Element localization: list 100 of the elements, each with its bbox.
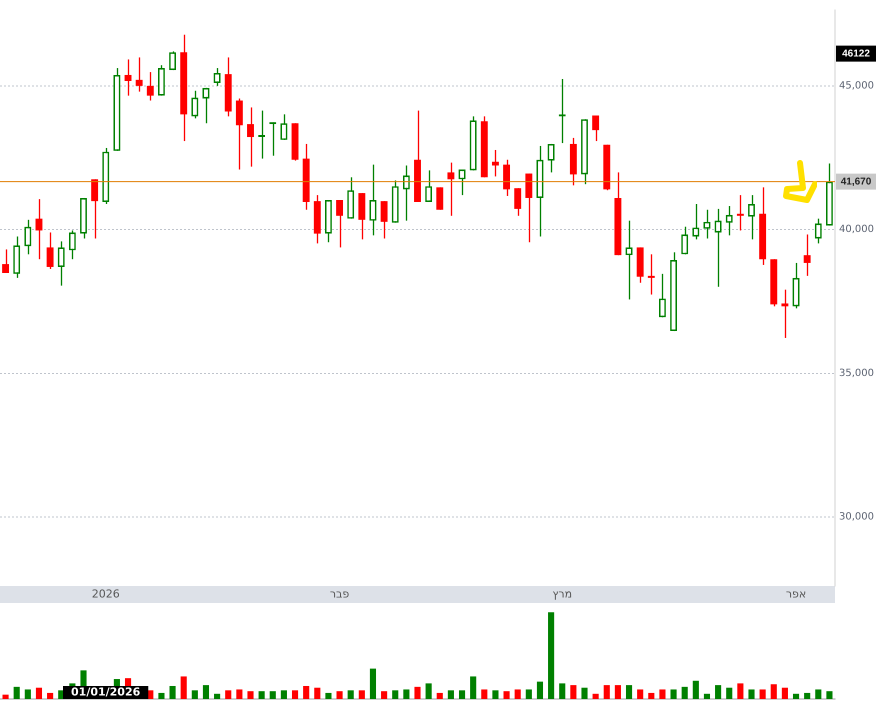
candlestick: [2, 248, 10, 274]
candlestick: [436, 186, 444, 210]
bar: [36, 688, 42, 699]
candlestick: [592, 114, 600, 142]
candlestick: [124, 58, 132, 96]
candlestick: [214, 67, 221, 87]
candlestick: [191, 90, 198, 120]
bar: [247, 691, 254, 699]
y-tick-label: 40,000: [839, 224, 874, 236]
bar: [336, 691, 343, 699]
bar: [381, 691, 388, 699]
candlestick: [380, 200, 388, 240]
bar: [536, 682, 544, 699]
bar: [637, 689, 644, 699]
candlestick: [514, 188, 522, 216]
candlestick: [24, 219, 32, 255]
annotation: 01/01/2026: [71, 685, 141, 698]
bar: [47, 692, 54, 699]
bar: [236, 689, 242, 699]
bar: [458, 690, 466, 699]
bar: [403, 689, 410, 699]
candlestick: [548, 143, 555, 174]
bar: [559, 683, 566, 699]
candlestick: [648, 254, 655, 296]
y-tick-label: 30,000: [839, 512, 874, 523]
bar: [760, 689, 766, 699]
bar: [826, 691, 832, 699]
candlestick: [726, 205, 733, 236]
candlestick: [136, 56, 143, 92]
bar: [392, 690, 398, 699]
bar: [325, 692, 332, 699]
candlestick: [681, 226, 688, 255]
bar: [659, 689, 666, 699]
bar: [280, 690, 287, 699]
bar: [270, 691, 276, 699]
ref-line-label: 41,670: [840, 176, 872, 188]
bar: [303, 686, 310, 699]
candlestick: [247, 106, 254, 168]
candlestick: [258, 110, 266, 160]
candlestick: [425, 170, 432, 203]
x-tick-label: מרץ: [552, 587, 572, 600]
bar: [704, 694, 710, 699]
bar: [526, 689, 532, 699]
bar: [514, 689, 521, 699]
candlestick: [748, 194, 755, 240]
bar: [14, 686, 20, 699]
bar: [581, 688, 588, 699]
candlestick: [202, 87, 210, 124]
bar: [614, 685, 621, 699]
bar: [648, 692, 654, 699]
bar: [792, 694, 800, 699]
candlestick: [736, 194, 744, 232]
bar: [414, 686, 421, 699]
bar: [604, 685, 610, 699]
bar: [292, 690, 298, 699]
x-tick-label: אפר: [786, 587, 806, 600]
candlestick: [146, 71, 154, 102]
bar: [202, 685, 210, 699]
bar: [170, 686, 176, 699]
annotation: 46122: [842, 48, 870, 60]
y-tick-label: 45,000: [839, 80, 874, 92]
bar: [358, 690, 365, 699]
bar: [314, 688, 320, 699]
bar: [2, 694, 9, 699]
bar: [492, 690, 498, 699]
candlestick: [804, 234, 811, 277]
candlestick: [714, 208, 722, 288]
bar: [426, 683, 432, 699]
bar: [748, 689, 755, 699]
bar: [436, 692, 443, 699]
bar: [737, 683, 744, 699]
candlestick: [814, 218, 822, 244]
bar: [770, 684, 777, 699]
bar: [192, 690, 198, 699]
candlestick: [36, 198, 42, 260]
bar: [24, 689, 31, 699]
candlestick: [169, 50, 176, 71]
candlestick: [336, 199, 344, 248]
bar: [682, 686, 688, 699]
bar: [804, 692, 810, 699]
bar: [180, 676, 187, 699]
bar: [570, 685, 576, 699]
bar: [692, 680, 699, 699]
candlestick: [781, 289, 788, 339]
bar: [726, 688, 732, 699]
bar: [481, 689, 488, 699]
bar: [470, 676, 476, 699]
candlestick: [704, 209, 710, 240]
bar: [504, 691, 510, 699]
bar: [258, 691, 265, 699]
bar: [370, 668, 376, 699]
x-tick-label: 2026: [92, 587, 120, 600]
candlestick: [626, 220, 632, 300]
candlestick: [370, 164, 376, 236]
candlestick: [692, 203, 700, 240]
bar: [214, 694, 220, 699]
bar: [348, 690, 354, 699]
x-tick-label: פבר: [330, 587, 350, 600]
y-tick-label: 35,000: [839, 368, 874, 379]
bar: [782, 688, 788, 699]
